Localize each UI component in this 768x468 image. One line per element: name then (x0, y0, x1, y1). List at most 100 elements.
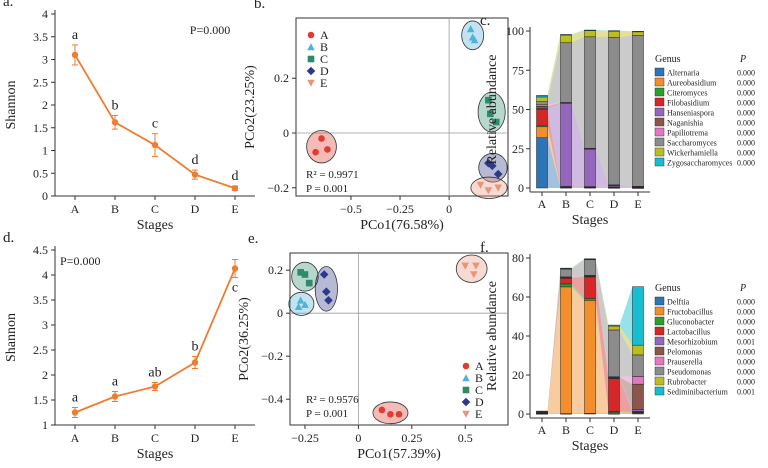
bar-segment (608, 378, 620, 412)
x-tick-label: B (111, 431, 119, 445)
legend-p-title: P (739, 283, 746, 294)
alluvial-flow (547, 34, 561, 97)
legend-label: Fructobacillus (667, 308, 713, 317)
legend-p-value: 0.000 (737, 99, 755, 108)
data-point (231, 265, 239, 272)
legend-marker (461, 397, 471, 407)
y-tick-label: 0.2 (274, 71, 289, 85)
bar-segment (584, 29, 596, 31)
y-tick-label: −0.4 (261, 392, 283, 406)
x-tick-label: C (586, 197, 594, 211)
x-tick-label: C (151, 431, 159, 445)
legend-swatch (654, 376, 665, 386)
legend-p-value: 0.000 (737, 378, 755, 387)
x-tick-label: D (610, 423, 619, 437)
legend-label: Naganishia (667, 119, 703, 128)
x-tick-label: A (538, 423, 547, 437)
legend-label: D (475, 395, 484, 409)
sample-point (324, 296, 333, 305)
alluvial-flow (571, 258, 585, 269)
bar-segment (536, 137, 548, 189)
legend-swatch (654, 296, 665, 306)
x-tick-label: −0.25 (291, 431, 319, 445)
x-tick-label: D (191, 202, 200, 216)
bar-segment (536, 106, 548, 109)
sample-point (319, 270, 329, 279)
legend-p-value: 0.000 (737, 368, 755, 377)
bar-segment (632, 35, 644, 187)
alluvial-flow (571, 259, 585, 277)
alluvial-flow (619, 185, 633, 187)
legend-label: Lactobacillus (667, 328, 710, 337)
x-tick-label: A (71, 431, 80, 445)
alluvial-flow (619, 377, 633, 410)
x-tick-label: 0 (355, 431, 361, 445)
significance-letter: d (232, 169, 239, 184)
alluvial-flow (571, 259, 585, 270)
sample-point (476, 181, 485, 189)
alluvial-flow (595, 259, 609, 330)
y-tick-label: 2.5 (33, 75, 48, 89)
alluvial-flow (547, 277, 561, 413)
confidence-ellipse (288, 291, 315, 316)
legend-p-value: 0.000 (737, 149, 755, 158)
sample-point (301, 300, 309, 308)
x-tick-label: E (231, 202, 238, 216)
bar-segment (536, 126, 548, 139)
legend-label: B (475, 371, 483, 385)
legend-label: Rubrobacter (667, 378, 707, 387)
sample-point (312, 148, 319, 156)
alluvial-flow (571, 102, 585, 149)
x-tick-label: D (610, 197, 619, 211)
significance-letter: a (72, 28, 79, 43)
data-point (231, 185, 239, 192)
alluvial-flow (619, 184, 633, 187)
alluvial-flow (547, 42, 561, 105)
legend-p-value: 0.000 (737, 119, 755, 128)
x-tick-label: 0.5 (458, 431, 473, 445)
plot-frame (295, 17, 509, 197)
legend-p-value: 0.000 (737, 109, 755, 118)
alluvial-flow (547, 137, 561, 188)
alluvial-flow (547, 109, 561, 187)
legend-swatch (654, 366, 665, 376)
bar-segment (632, 31, 644, 33)
legend-label: Sediminibacterium (667, 388, 729, 397)
y-tick-label: 40 (512, 329, 524, 343)
y-tick-label: 2.5 (33, 343, 48, 357)
y-tick-label: 0.5 (33, 166, 48, 180)
legend-swatch (654, 137, 665, 147)
bar-segment (608, 30, 620, 32)
bar-segment (608, 30, 620, 38)
legend-label: Hanseniaspora (667, 109, 715, 118)
x-tick-label: C (151, 202, 159, 216)
alluvial-flow (619, 329, 633, 377)
significance-letter: d (192, 153, 199, 168)
y-tick-label: 4 (42, 7, 48, 21)
legend-swatch (654, 356, 665, 366)
x-tick-label: B (562, 197, 570, 211)
alluvial-flow (619, 30, 633, 32)
alluvial-flow (547, 286, 561, 414)
alluvial-flow (547, 103, 561, 187)
y-tick-label: −0.2 (267, 181, 289, 195)
significance-letter: ab (148, 366, 161, 381)
legend-label: B (320, 40, 328, 54)
legend-swatch (654, 117, 665, 127)
legend-p-value: 0.000 (737, 298, 755, 307)
y-tick-label: 4 (42, 268, 48, 282)
legend-label: Zygosaccharomyces (667, 159, 732, 168)
bar-segment (608, 324, 620, 327)
y-axis-label: PCo2(36.25%) (237, 297, 252, 381)
alluvial-flow (547, 268, 561, 412)
legend-marker (462, 410, 470, 418)
bar-segment (608, 329, 620, 378)
sample-point (487, 161, 497, 171)
sample-point (322, 287, 331, 296)
y-axis-label: Shannon (4, 81, 19, 130)
legend-marker (307, 79, 315, 87)
bar-segment (560, 277, 572, 285)
panel-label: b. (254, 0, 265, 12)
p-value-label: P = 0.001 (306, 183, 348, 195)
panel-label: a. (3, 0, 13, 10)
